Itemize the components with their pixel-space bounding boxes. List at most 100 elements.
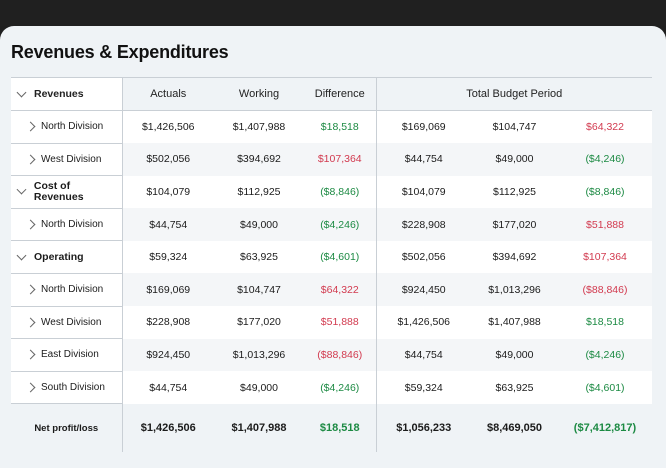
chevron-right-icon <box>25 284 36 295</box>
row-label-toggle[interactable]: Cost of Revenues <box>11 175 123 209</box>
cell-total-budget-2: $112,925 <box>471 175 558 209</box>
table-row: Cost of Revenues $104,079 $112,925 ($8,8… <box>11 175 652 209</box>
cell-total-budget-3: ($4,601) <box>558 371 652 404</box>
cell-working: $49,000 <box>214 371 304 404</box>
chevron-down-icon <box>16 87 27 97</box>
cell-difference: $107,364 <box>304 143 377 176</box>
cell-total-budget-2: $49,000 <box>471 338 558 372</box>
cell-actuals: $44,754 <box>122 371 214 404</box>
row-label: North Division <box>41 284 104 296</box>
net-profit-loss-label: Net profit/loss <box>11 403 123 452</box>
cell-total-budget-2: $49,000 <box>471 143 558 176</box>
cell-difference: ($4,246) <box>304 371 377 404</box>
cell-difference: ($4,601) <box>304 240 377 274</box>
row-label-toggle[interactable]: North Division <box>11 208 123 242</box>
cell-difference: $51,888 <box>304 306 377 339</box>
chevron-down-icon <box>16 250 27 261</box>
chevron-right-icon <box>25 350 36 360</box>
total-working: $1,407,988 <box>214 403 304 452</box>
cell-total-budget-3: $18,518 <box>558 306 652 339</box>
cell-actuals: $228,908 <box>122 306 214 339</box>
cell-total-budget-3: ($88,846) <box>558 273 652 307</box>
row-label-toggle[interactable]: East Division <box>11 338 123 372</box>
table-row: North Division $44,754 $49,000 ($4,246) … <box>11 208 652 242</box>
cell-total-budget-2: $104,747 <box>471 110 558 144</box>
revenues-expenditures-table: Revenues Actuals Working Difference Tota… <box>11 77 652 452</box>
cell-actuals: $104,079 <box>122 175 214 209</box>
row-label-toggle[interactable]: South Division <box>11 371 123 405</box>
cell-total-budget-1: $104,079 <box>376 175 471 209</box>
report-card: Revenues & Expenditures Revenues Actuals… <box>0 26 666 468</box>
cell-working: $394,692 <box>214 143 304 176</box>
cell-working: $1,013,296 <box>214 338 304 372</box>
cell-total-budget-3: $64,322 <box>558 110 652 144</box>
row-label-toggle[interactable]: West Division <box>11 143 123 177</box>
cell-difference: ($8,846) <box>304 175 377 209</box>
row-label-toggle[interactable]: North Division <box>11 273 123 307</box>
cell-total-budget-2: $394,692 <box>471 240 558 274</box>
column-header-actuals: Actuals <box>122 77 214 111</box>
total-budget-1: $1,056,233 <box>376 403 471 452</box>
total-budget-3: ($7,412,817) <box>558 403 652 452</box>
cell-total-budget-1: $228,908 <box>376 208 471 241</box>
cell-working: $1,407,988 <box>214 110 304 144</box>
table-row: North Division $1,426,506 $1,407,988 $18… <box>11 110 652 144</box>
cell-total-budget-1: $1,426,506 <box>376 306 471 339</box>
group-label: Revenues <box>34 88 84 100</box>
cell-difference: $18,518 <box>304 110 377 144</box>
table-header-row: Revenues Actuals Working Difference Tota… <box>11 77 652 111</box>
table-row: West Division $228,908 $177,020 $51,888 … <box>11 306 652 340</box>
row-label: North Division <box>41 219 104 231</box>
chevron-right-icon <box>25 121 36 132</box>
cell-total-budget-2: $177,020 <box>471 208 558 241</box>
cell-total-budget-1: $44,754 <box>376 143 471 176</box>
cell-total-budget-1: $44,754 <box>376 338 471 372</box>
chevron-right-icon <box>25 219 36 230</box>
row-label: Operating <box>34 251 84 264</box>
column-header-total-budget-period: Total Budget Period <box>376 77 652 111</box>
total-actuals: $1,426,506 <box>122 403 214 452</box>
row-label-toggle[interactable]: West Division <box>11 306 123 340</box>
page-title: Revenues & Expenditures <box>11 42 229 62</box>
row-label-toggle[interactable]: Operating <box>11 240 123 274</box>
cell-actuals: $169,069 <box>122 273 214 307</box>
cell-total-budget-2: $1,013,296 <box>471 273 558 307</box>
cell-total-budget-3: $51,888 <box>558 208 652 241</box>
total-budget-2: $8,469,050 <box>471 403 558 452</box>
column-header-difference: Difference <box>304 77 377 111</box>
row-label-toggle[interactable]: North Division <box>11 110 123 144</box>
cell-difference: ($4,246) <box>304 208 377 241</box>
cell-total-budget-2: $1,407,988 <box>471 306 558 339</box>
cell-actuals: $924,450 <box>122 338 214 372</box>
table-row: South Division $44,754 $49,000 ($4,246) … <box>11 371 652 405</box>
cell-actuals: $1,426,506 <box>122 110 214 144</box>
cell-working: $112,925 <box>214 175 304 209</box>
row-label: South Division <box>41 382 105 394</box>
chevron-down-icon <box>16 185 27 195</box>
window-top-bar <box>0 0 666 26</box>
revenues-group-toggle[interactable]: Revenues <box>11 77 123 111</box>
column-header-working: Working <box>214 77 304 111</box>
row-label: North Division <box>41 121 104 133</box>
table-row: East Division $924,450 $1,013,296 ($88,8… <box>11 338 652 372</box>
cell-total-budget-1: $169,069 <box>376 110 471 144</box>
cell-total-budget-2: $63,925 <box>471 371 558 404</box>
cell-total-budget-1: $502,056 <box>376 240 471 274</box>
table-row: North Division $169,069 $104,747 $64,322… <box>11 273 652 307</box>
cell-total-budget-3: ($8,846) <box>558 175 652 209</box>
cell-total-budget-3: ($4,246) <box>558 338 652 372</box>
cell-total-budget-1: $59,324 <box>376 371 471 404</box>
row-label: Cost of Revenues <box>33 179 84 203</box>
row-label: West Division <box>41 153 102 165</box>
chevron-right-icon <box>25 317 36 328</box>
cell-working: $177,020 <box>214 306 304 339</box>
table-body: North Division $1,426,506 $1,407,988 $18… <box>11 110 652 452</box>
cell-actuals: $44,754 <box>122 208 214 241</box>
cell-actuals: $59,324 <box>122 240 214 274</box>
cell-total-budget-3: ($4,246) <box>558 143 652 176</box>
table-row: Operating $59,324 $63,925 ($4,601) $502,… <box>11 240 652 274</box>
cell-working: $63,925 <box>214 240 304 274</box>
chevron-right-icon <box>25 154 36 165</box>
total-difference: $18,518 <box>304 403 377 452</box>
cell-difference: $64,322 <box>304 273 377 307</box>
